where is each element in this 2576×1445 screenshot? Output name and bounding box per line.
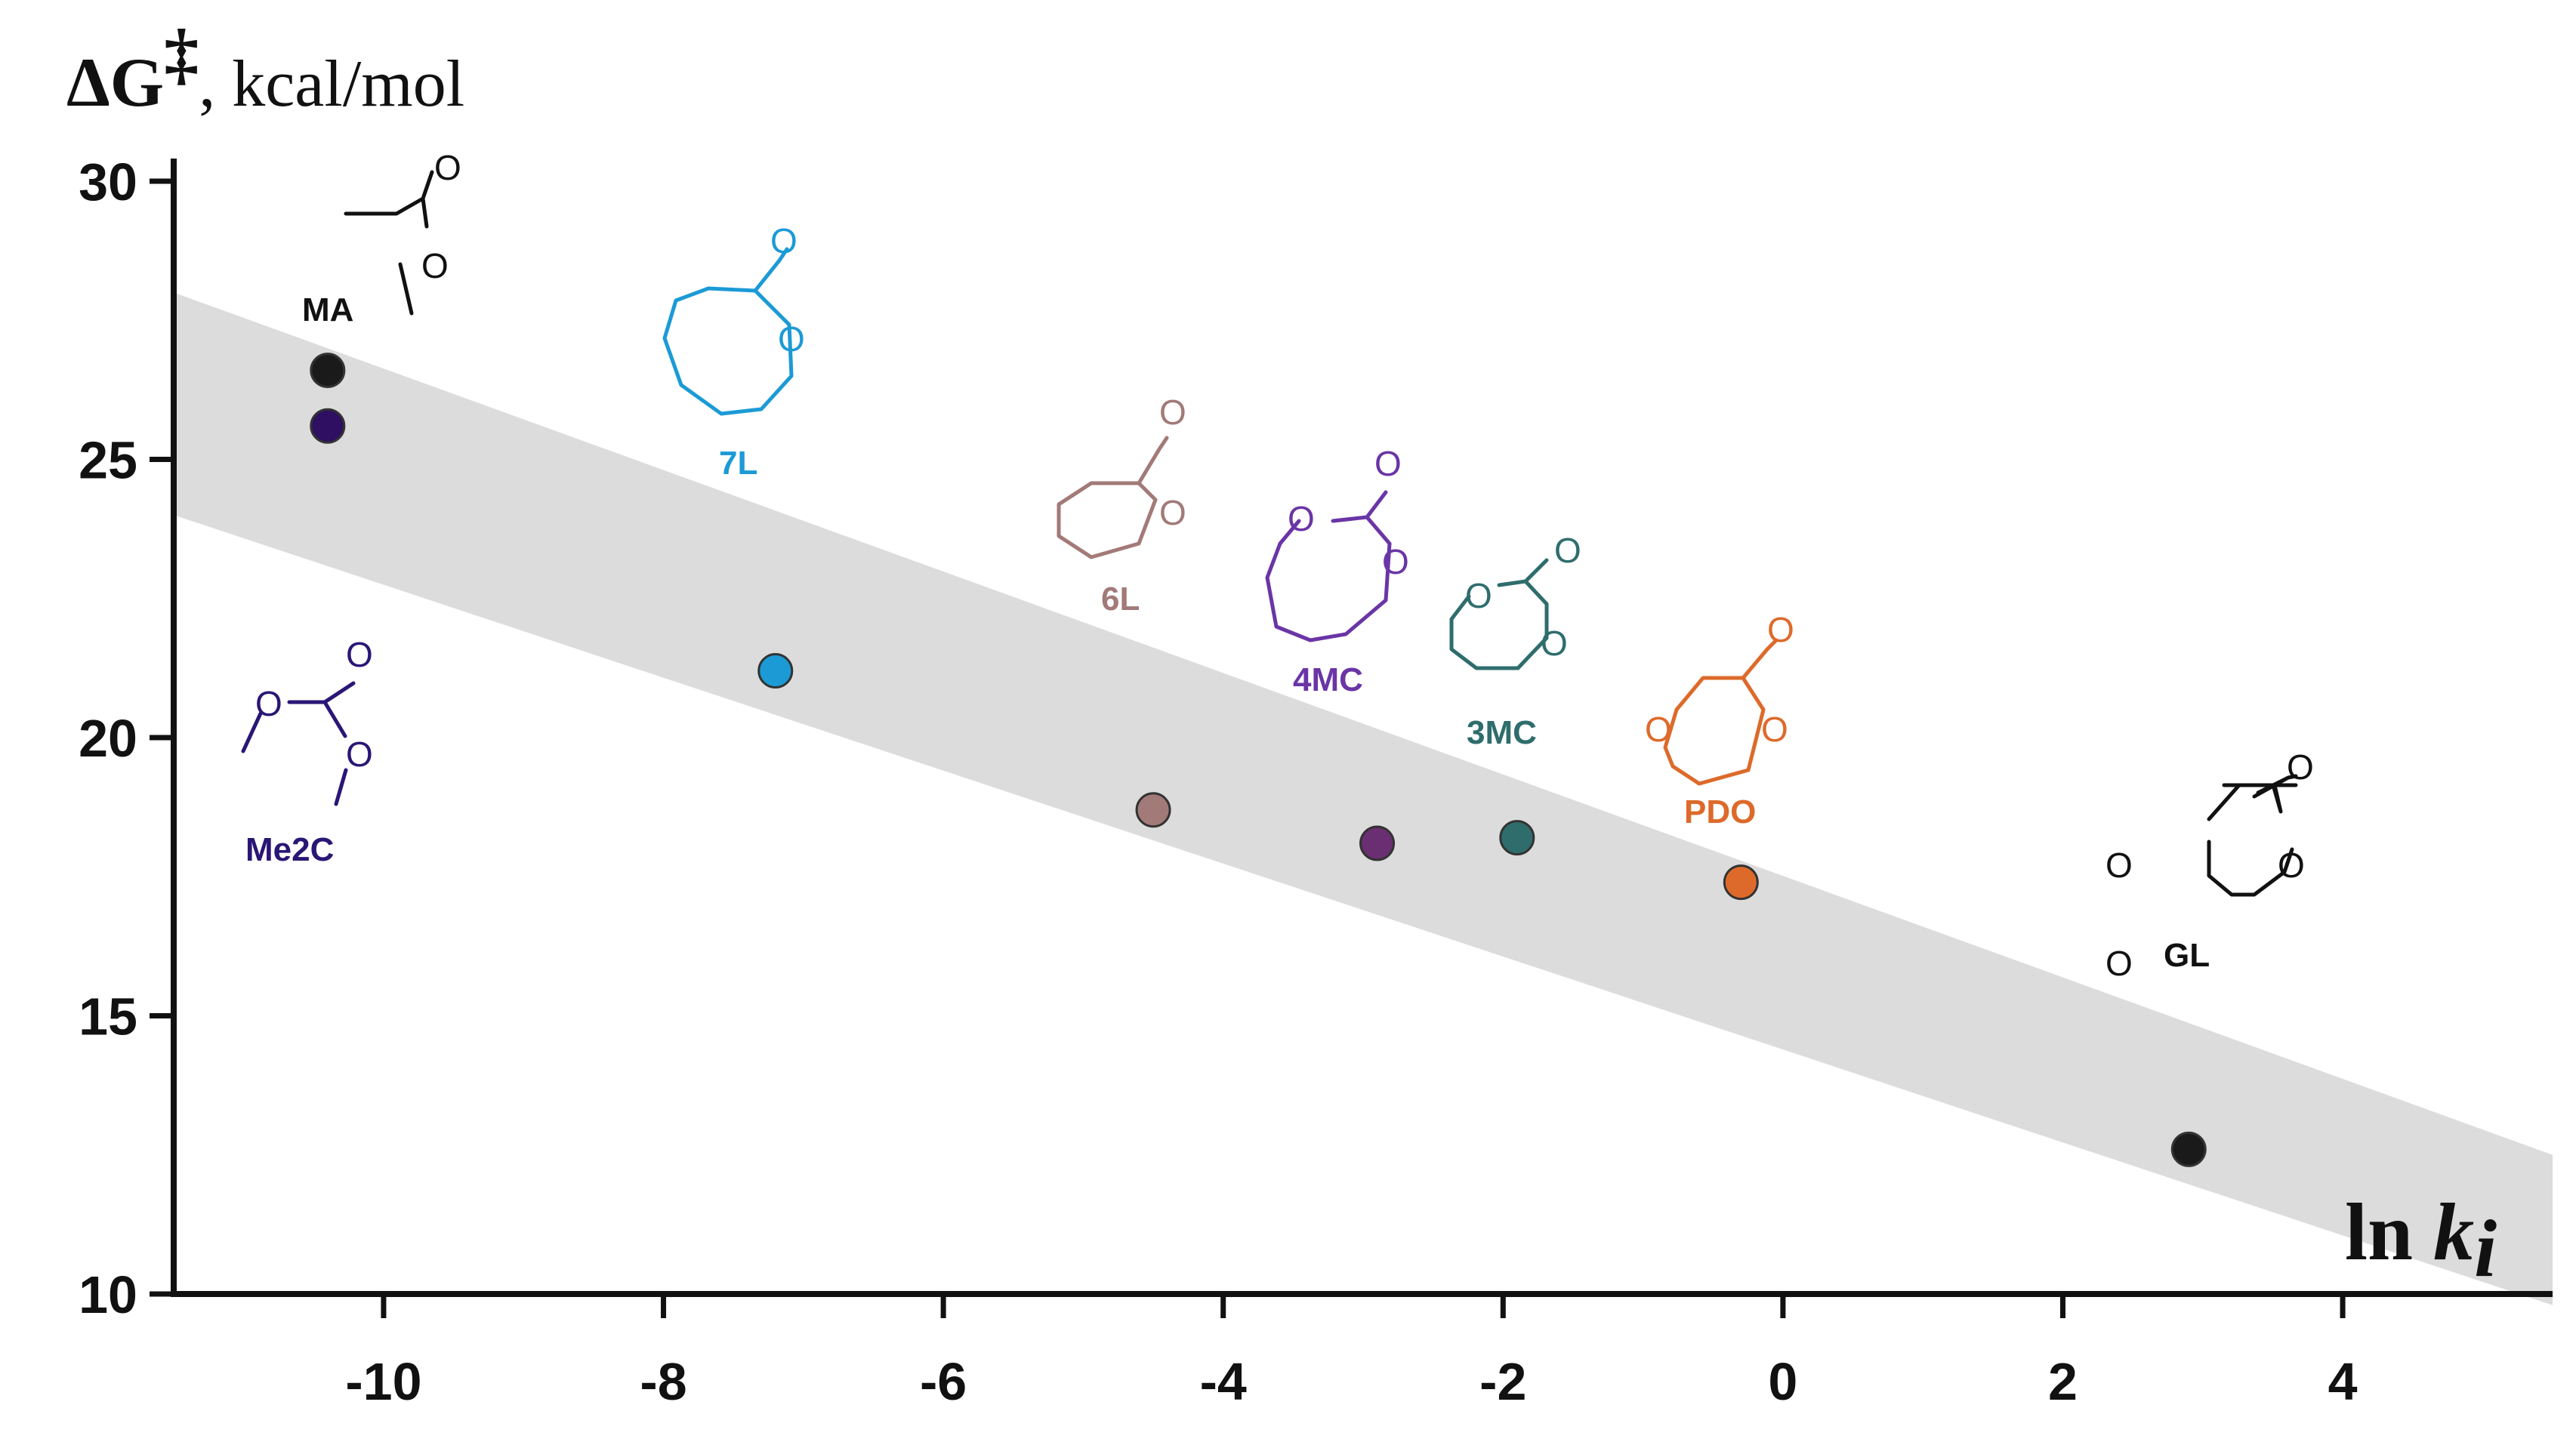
atom-o: O xyxy=(1761,710,1788,749)
data-point-pdo xyxy=(1723,864,1759,901)
x-tick-label: -2 xyxy=(1479,1352,1526,1411)
data-point-7l xyxy=(757,653,794,689)
molecule-4mc: O O O 4MC xyxy=(1265,444,1409,698)
bond-lines xyxy=(662,247,794,416)
bond-lines xyxy=(344,170,434,316)
molecule-label-3mc: 3MC xyxy=(1467,714,1537,751)
x-axis-title-k: k xyxy=(2433,1188,2474,1277)
bond-lines xyxy=(1449,558,1549,670)
data-point-3mc xyxy=(1499,820,1535,856)
bond-lines xyxy=(1663,638,1779,786)
x-axis-title: ln ki xyxy=(2345,1188,2497,1294)
molecule-6l: O O 6L xyxy=(1057,393,1186,618)
bond-lines xyxy=(2207,774,2298,897)
y-ticks: 10 15 20 25 30 xyxy=(79,153,174,1324)
x-tick-label: 2 xyxy=(2048,1352,2078,1411)
atom-o: O xyxy=(1645,710,1672,749)
axes: 10 15 20 25 30 -10 -8 -6 -4 -2 0 2 4 xyxy=(79,153,2553,1411)
atom-o: O xyxy=(1541,624,1568,663)
y-axis-title-rest: , kcal/mol xyxy=(199,48,464,121)
bond-lines xyxy=(1265,490,1392,642)
atom-o: O xyxy=(770,221,797,260)
atom-o: O xyxy=(421,246,449,285)
atom-o: O xyxy=(2278,846,2305,885)
x-tick-label: 0 xyxy=(1768,1352,1797,1411)
atom-o: O xyxy=(1288,499,1315,538)
y-tick-label: 15 xyxy=(79,987,137,1046)
atom-o: O xyxy=(255,684,282,723)
molecule-structures: O O MA O O O Me2C O O 7L O O 6L O xyxy=(241,148,2314,983)
atom-o: O xyxy=(346,735,373,774)
x-axis-title-ln: ln xyxy=(2345,1188,2433,1277)
molecule-7l: O O 7L xyxy=(662,221,805,482)
atom-o: O xyxy=(434,148,461,187)
x-tick-label: -4 xyxy=(1200,1352,1247,1411)
data-point-ma xyxy=(310,353,346,389)
y-tick-label: 10 xyxy=(79,1265,137,1324)
y-tick-label: 30 xyxy=(79,153,137,211)
molecule-label-4mc: 4MC xyxy=(1293,661,1363,698)
atom-o: O xyxy=(2287,747,2314,787)
molecule-me2c: O O O Me2C xyxy=(241,635,373,868)
x-ticks: -10 -8 -6 -4 -2 0 2 4 xyxy=(345,1294,2358,1411)
atom-o: O xyxy=(1374,444,1402,483)
molecule-label-gl: GL xyxy=(2164,937,2210,974)
atom-o: O xyxy=(1382,542,1409,581)
y-tick-label: 20 xyxy=(79,709,137,768)
atom-o: O xyxy=(2106,846,2133,885)
y-axis-title: ΔG‡, kcal/mol xyxy=(66,15,464,121)
atom-o: O xyxy=(1159,493,1186,532)
bond-lines xyxy=(241,681,356,806)
x-tick-label: -10 xyxy=(345,1352,421,1411)
y-axis-title-main: ΔG xyxy=(66,44,164,121)
data-points xyxy=(310,353,2207,1167)
x-axis-title-sub: i xyxy=(2474,1204,2497,1294)
x-tick-label: -8 xyxy=(640,1352,686,1411)
molecule-label-pdo: PDO xyxy=(1684,793,1756,830)
molecule-pdo: O O O PDO xyxy=(1645,610,1794,830)
molecule-label-6l: 6L xyxy=(1101,581,1140,618)
atom-o: O xyxy=(1554,531,1581,570)
data-point-me2c xyxy=(310,408,346,444)
bond-lines xyxy=(1057,436,1169,559)
data-point-4mc xyxy=(1359,825,1396,861)
x-tick-label: 4 xyxy=(2328,1352,2358,1411)
atom-o: O xyxy=(1767,610,1794,649)
atom-o: O xyxy=(2106,944,2133,983)
atom-o: O xyxy=(778,319,805,359)
molecule-label-ma: MA xyxy=(302,291,353,328)
data-point-6l xyxy=(1135,792,1171,828)
molecule-ma: O O MA xyxy=(302,148,461,328)
molecule-gl: O O O O GL xyxy=(2106,747,2314,983)
x-tick-label: -6 xyxy=(920,1352,967,1411)
atom-o: O xyxy=(1465,576,1492,615)
y-axis-title-sup: ‡ xyxy=(164,15,199,92)
data-point-gl xyxy=(2170,1131,2207,1167)
molecule-3mc: O O O 3MC xyxy=(1449,531,1581,751)
atom-o: O xyxy=(1159,393,1186,432)
molecule-label-7l: 7L xyxy=(719,445,757,482)
atom-o: O xyxy=(346,635,373,674)
y-tick-label: 25 xyxy=(79,431,137,490)
confidence-band xyxy=(174,292,2553,1305)
molecule-label-me2c: Me2C xyxy=(245,831,334,868)
